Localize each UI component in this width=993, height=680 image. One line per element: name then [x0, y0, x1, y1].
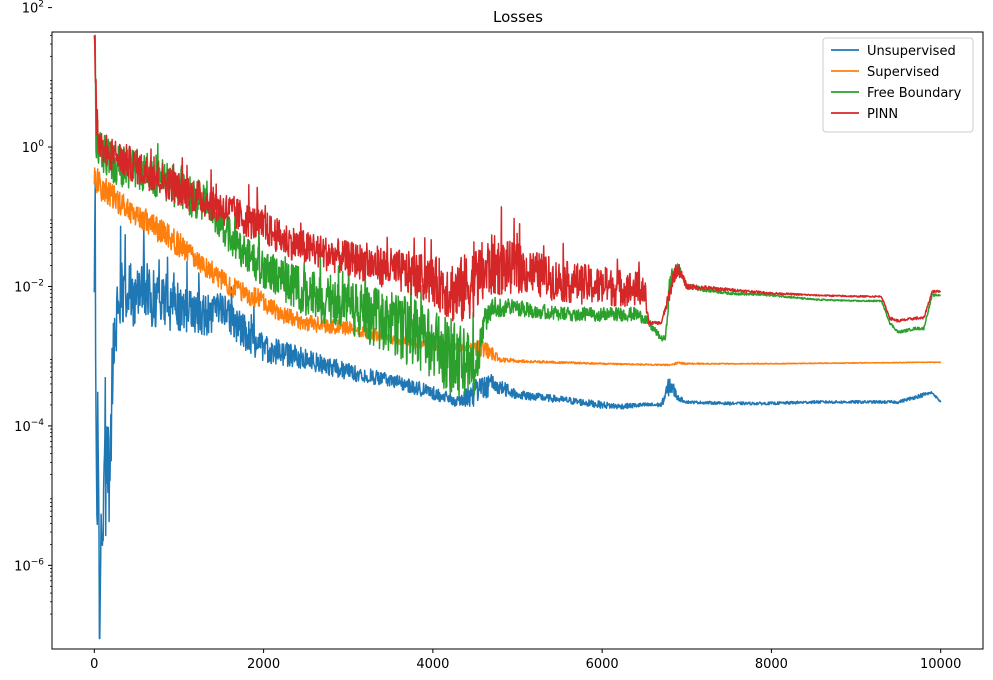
- x-tick-label: 10000: [920, 657, 961, 672]
- x-tick-label: 0: [90, 657, 98, 672]
- y-tick-label: 10−2: [14, 278, 44, 295]
- series-layer: [93, 34, 942, 640]
- series-line-supervised: [93, 167, 942, 367]
- x-tick-label: 8000: [755, 657, 788, 672]
- legend: Unsupervised Supervised Free Boundary PINN: [822, 37, 974, 133]
- legend-label-supervised: Supervised: [867, 65, 939, 80]
- legend-label-unsupervised: Unsupervised: [867, 44, 956, 59]
- plot-frame: [51, 31, 984, 650]
- legend-box: [822, 37, 974, 133]
- legend-label-pinn: PINN: [867, 107, 898, 122]
- y-tick-label: 102: [22, 0, 44, 17]
- x-tick-label: 6000: [586, 657, 619, 672]
- axes-layer: 0 2000 4000 6000 8000 10000 10−6 10−4 10−2 100 102: [14, 0, 984, 672]
- series-line-pinn: [93, 35, 942, 326]
- series-line-unsupervised: [93, 182, 942, 640]
- x-tick-label: 2000: [247, 657, 280, 672]
- y-tick-label: 100: [22, 139, 45, 156]
- legend-label-free-boundary: Free Boundary: [867, 86, 962, 101]
- x-tick-label: 4000: [416, 657, 449, 672]
- series-line-free-boundary: [93, 34, 942, 397]
- chart-title: Losses: [493, 8, 543, 26]
- y-tick-label: 10−6: [14, 557, 44, 574]
- y-tick-label: 10−4: [14, 418, 44, 435]
